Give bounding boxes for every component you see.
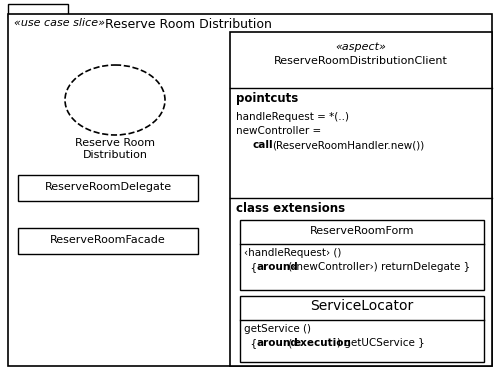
Text: around: around [256, 262, 298, 272]
Bar [230, 32, 492, 366]
Text: Reserve Room: Reserve Room [75, 138, 155, 148]
Text: call: call [253, 140, 274, 150]
Text: class extensions: class extensions [236, 202, 345, 215]
Text: (ReserveRoomHandler.new()): (ReserveRoomHandler.new()) [272, 140, 424, 150]
Text: (: ( [286, 338, 292, 348]
Bar [18, 228, 198, 254]
Text: ReserveRoomDelegate: ReserveRoomDelegate [44, 182, 172, 192]
Text: ‹handleRequest› (): ‹handleRequest› () [244, 248, 342, 258]
Bar [240, 296, 484, 362]
Text: getService (): getService () [244, 324, 311, 334]
Text: newController =: newController = [236, 126, 321, 136]
Text: {: { [244, 338, 257, 348]
Text: ReserveRoomForm: ReserveRoomForm [310, 226, 414, 236]
Text: (‹newController›) returnDelegate }: (‹newController›) returnDelegate } [286, 262, 470, 272]
Text: ReserveRoomDistributionClient: ReserveRoomDistributionClient [274, 56, 448, 66]
Text: Distribution: Distribution [82, 150, 148, 160]
Text: pointcuts: pointcuts [236, 92, 298, 105]
Text: Reserve Room Distribution: Reserve Room Distribution [105, 18, 272, 31]
Text: «aspect»: «aspect» [336, 42, 386, 52]
Text: handleRequest = *(..): handleRequest = *(..) [236, 112, 349, 122]
Text: {: { [244, 262, 257, 272]
Bar [240, 220, 484, 290]
Text: ) getUCService }: ) getUCService } [337, 338, 425, 348]
Text: «use case slice»: «use case slice» [14, 18, 105, 28]
Bar [18, 175, 198, 201]
Text: around: around [256, 338, 298, 348]
Bar [8, 4, 68, 18]
Text: execution: execution [294, 338, 352, 348]
Text: ReserveRoomFacade: ReserveRoomFacade [50, 235, 166, 245]
Text: ServiceLocator: ServiceLocator [310, 299, 414, 313]
